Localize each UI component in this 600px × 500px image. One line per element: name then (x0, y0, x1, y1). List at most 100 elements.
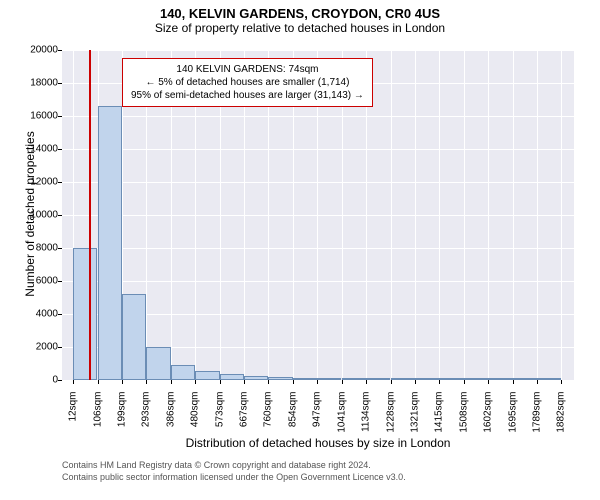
x-tick-label: 12sqm (67, 392, 78, 452)
y-tick-label: 12000 (18, 177, 58, 188)
x-tick (122, 380, 123, 384)
x-tick (561, 380, 562, 384)
y-tick-label: 16000 (18, 111, 58, 122)
chart-subtitle: Size of property relative to detached ho… (0, 21, 600, 35)
y-tick (58, 50, 62, 51)
footer: Contains HM Land Registry data © Crown c… (62, 460, 406, 483)
gridline-v (391, 50, 392, 380)
gridline-v (439, 50, 440, 380)
histogram-bar (366, 378, 390, 380)
chart-container: 140, KELVIN GARDENS, CROYDON, CR0 4US Si… (0, 0, 600, 500)
x-tick-label: 854sqm (287, 392, 298, 452)
histogram-bar (98, 106, 122, 380)
footer-line1: Contains HM Land Registry data © Crown c… (62, 460, 406, 472)
x-tick-label: 1415sqm (434, 392, 445, 452)
histogram-bar (513, 378, 537, 380)
x-tick (342, 380, 343, 384)
histogram-bar (122, 294, 146, 380)
y-tick-label: 4000 (18, 309, 58, 320)
x-tick-label: 1882sqm (556, 392, 567, 452)
y-tick-label: 2000 (18, 342, 58, 353)
histogram-bar (488, 378, 512, 380)
x-tick-label: 760sqm (263, 392, 274, 452)
histogram-bar (73, 248, 97, 380)
x-tick-label: 386sqm (165, 392, 176, 452)
y-tick (58, 149, 62, 150)
x-tick-label: 1228sqm (385, 392, 396, 452)
y-tick-label: 14000 (18, 144, 58, 155)
histogram-bar (268, 377, 292, 380)
y-tick (58, 248, 62, 249)
x-tick-label: 106sqm (92, 392, 103, 452)
chart-title: 140, KELVIN GARDENS, CROYDON, CR0 4US (0, 0, 600, 21)
x-tick-label: 947sqm (312, 392, 323, 452)
x-tick (537, 380, 538, 384)
annotation-line2: ← 5% of detached houses are smaller (1,7… (131, 76, 364, 89)
x-tick-label: 480sqm (190, 392, 201, 452)
gridline-v (537, 50, 538, 380)
y-tick (58, 83, 62, 84)
x-tick-label: 1602sqm (483, 392, 494, 452)
gridline-v (513, 50, 514, 380)
x-tick-label: 1041sqm (336, 392, 347, 452)
x-tick (293, 380, 294, 384)
y-tick-label: 6000 (18, 276, 58, 287)
y-tick (58, 215, 62, 216)
x-tick (98, 380, 99, 384)
histogram-bar (317, 378, 341, 380)
histogram-bar (146, 347, 170, 380)
x-tick (268, 380, 269, 384)
x-tick-label: 1789sqm (532, 392, 543, 452)
histogram-bar (195, 371, 219, 380)
footer-line2: Contains public sector information licen… (62, 472, 406, 484)
x-tick (391, 380, 392, 384)
gridline-v (464, 50, 465, 380)
x-tick-label: 293sqm (141, 392, 152, 452)
gridline-v (488, 50, 489, 380)
histogram-bar (220, 374, 244, 380)
annotation-box: 140 KELVIN GARDENS: 74sqm ← 5% of detach… (122, 58, 373, 107)
histogram-bar (439, 378, 463, 380)
gridline-v (561, 50, 562, 380)
y-tick (58, 380, 62, 381)
x-tick (439, 380, 440, 384)
x-tick-label: 573sqm (214, 392, 225, 452)
y-tick (58, 116, 62, 117)
y-tick (58, 281, 62, 282)
histogram-bar (171, 365, 195, 380)
histogram-bar (293, 378, 317, 380)
x-tick (146, 380, 147, 384)
histogram-bar (342, 378, 366, 380)
x-tick (464, 380, 465, 384)
histogram-bar (464, 378, 488, 380)
x-tick-label: 1321sqm (409, 392, 420, 452)
annotation-line1: 140 KELVIN GARDENS: 74sqm (131, 63, 364, 76)
x-tick (73, 380, 74, 384)
x-tick (171, 380, 172, 384)
gridline-v (415, 50, 416, 380)
y-tick (58, 182, 62, 183)
x-tick (317, 380, 318, 384)
x-tick (244, 380, 245, 384)
marker-line (89, 50, 91, 380)
y-tick (58, 347, 62, 348)
x-tick (195, 380, 196, 384)
histogram-bar (537, 378, 561, 380)
annotation-line3: 95% of semi-detached houses are larger (… (131, 89, 364, 102)
x-tick (366, 380, 367, 384)
histogram-bar (415, 378, 439, 380)
y-tick-label: 18000 (18, 78, 58, 89)
x-tick-label: 1134sqm (361, 392, 372, 452)
y-tick-label: 10000 (18, 210, 58, 221)
y-tick (58, 314, 62, 315)
histogram-bar (391, 378, 415, 380)
x-tick-label: 1695sqm (507, 392, 518, 452)
histogram-bar (244, 376, 268, 380)
y-tick-label: 0 (18, 375, 58, 386)
x-tick (415, 380, 416, 384)
x-tick (220, 380, 221, 384)
y-tick-label: 20000 (18, 45, 58, 56)
x-tick-label: 667sqm (239, 392, 250, 452)
y-tick-label: 8000 (18, 243, 58, 254)
x-tick (513, 380, 514, 384)
